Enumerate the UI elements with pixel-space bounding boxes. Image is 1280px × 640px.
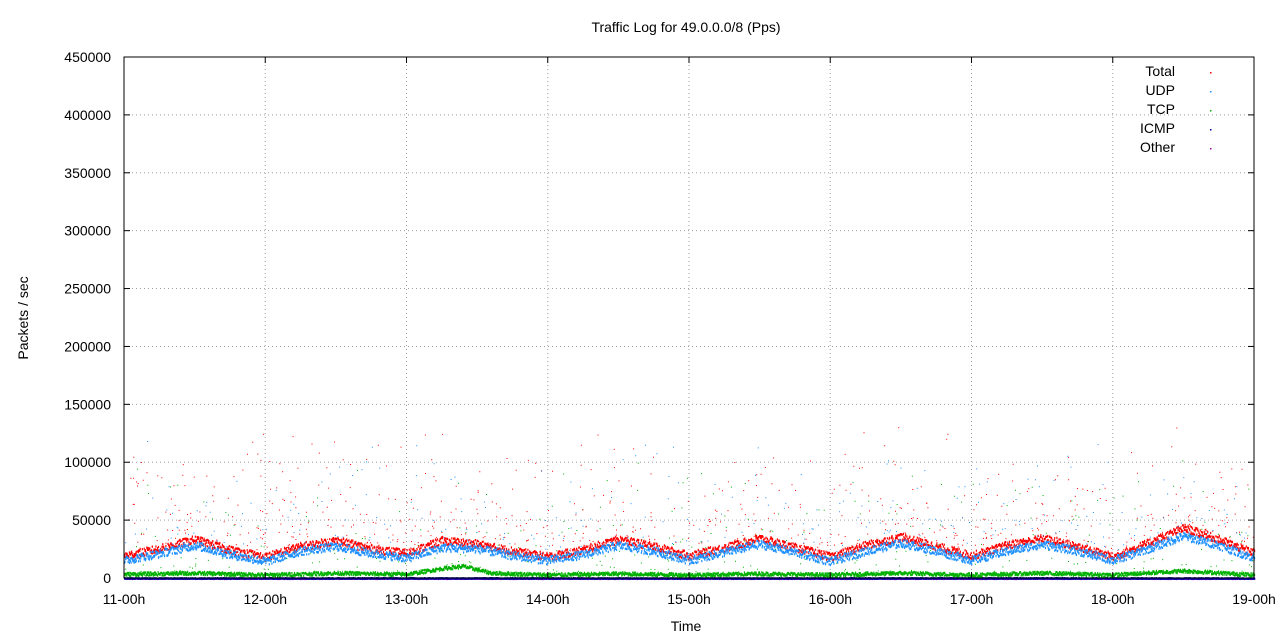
y-tick-label: 150000: [64, 396, 111, 412]
x-tick-label: 19-00h: [1232, 591, 1276, 607]
legend-item-tcp: TCP: [1147, 101, 1212, 117]
y-tick-label: 50000: [72, 512, 111, 528]
y-axis-ticks: 0 50000 100000 150000 200000 250000 300000 3500…: [64, 49, 1254, 586]
y-tick-label: 400000: [64, 107, 111, 123]
y-tick-label: 0: [103, 570, 111, 586]
grid-lines: [124, 57, 1254, 578]
legend-item-icmp: ICMP: [1140, 120, 1212, 136]
legend-item-udp: UDP: [1145, 82, 1212, 98]
legend-item-other: Other: [1140, 139, 1212, 155]
legend-sample: [1210, 72, 1212, 74]
legend-item-total: Total: [1145, 63, 1212, 79]
series-points: [124, 523, 1256, 562]
y-tick-label: 350000: [64, 165, 111, 181]
x-tick-label: 11-00h: [103, 591, 146, 607]
chart-title: Traffic Log for 49.0.0.0/8 (Pps): [591, 19, 780, 35]
series-total: [124, 427, 1256, 562]
legend-sample: [1210, 91, 1212, 93]
x-tick-label: 17-00h: [950, 591, 994, 607]
y-tick-label: 250000: [64, 281, 111, 297]
legend-label: UDP: [1145, 82, 1175, 98]
legend-label: Total: [1145, 63, 1175, 79]
series-points: [124, 531, 1256, 567]
y-tick-label: 450000: [64, 49, 111, 65]
x-tick-label: 14-00h: [526, 591, 570, 607]
series-points: [124, 563, 1256, 578]
y-tick-label: 300000: [64, 223, 111, 239]
series-outliers: [125, 441, 1254, 559]
series-outliers: [124, 427, 1255, 556]
x-tick-label: 15-00h: [667, 591, 711, 607]
legend-sample: [1210, 110, 1212, 112]
x-tick-label: 13-00h: [385, 591, 429, 607]
y-axis-label: Packets / sec: [15, 276, 31, 359]
x-axis-ticks: 11-00h 12-00h 13-00h 14-00h 15-00h 16-00h 17-0…: [103, 57, 1276, 607]
y-tick-label: 200000: [64, 338, 111, 354]
x-tick-label: 18-00h: [1091, 591, 1135, 607]
legend-label: ICMP: [1140, 120, 1175, 136]
x-tick-label: 16-00h: [808, 591, 852, 607]
series-udp: [124, 441, 1256, 567]
y-tick-label: 100000: [64, 454, 111, 470]
legend-sample: [1210, 148, 1212, 150]
x-tick-label: 12-00h: [243, 591, 287, 607]
data-points: [124, 427, 1256, 581]
legend: Total UDP TCP ICMP Other: [1140, 63, 1212, 155]
x-axis-label: Time: [671, 618, 702, 634]
legend-label: Other: [1140, 139, 1175, 155]
legend-sample: [1210, 129, 1212, 131]
legend-label: TCP: [1147, 101, 1175, 117]
